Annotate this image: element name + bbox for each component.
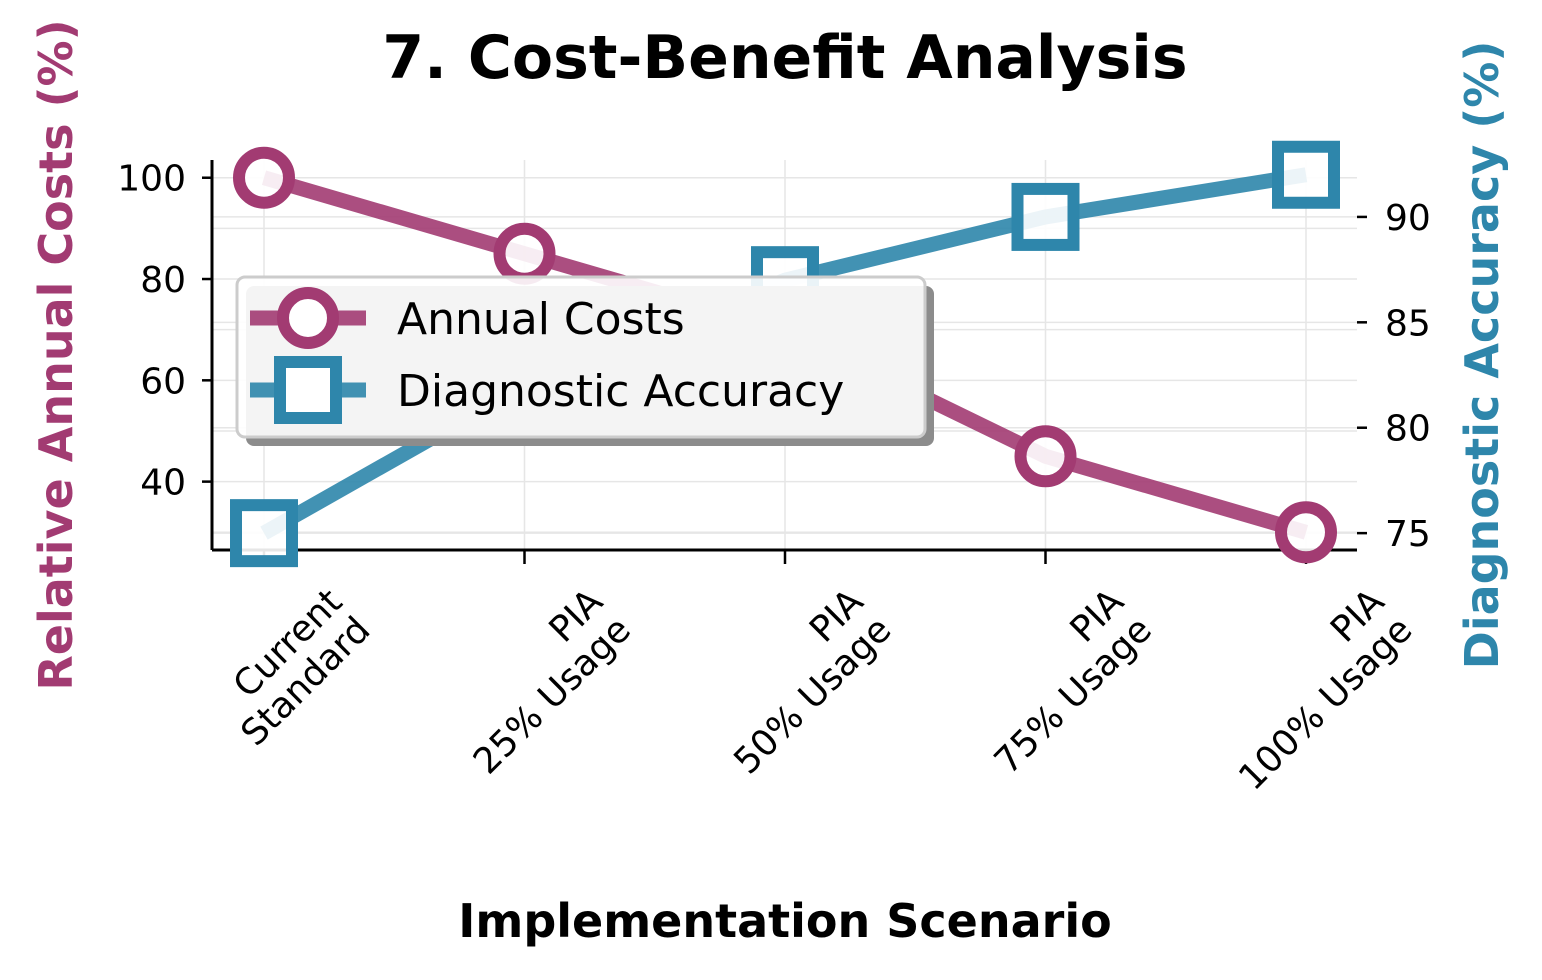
right-y-tick-label: 90 <box>1385 198 1431 239</box>
annual-costs-point <box>493 222 556 285</box>
right-y-tick-label: 80 <box>1385 409 1431 450</box>
left-y-tick-label: 60 <box>140 361 186 402</box>
left-y-axis-label: Relative Annual Costs (%) <box>29 19 83 690</box>
x-axis-label: Implementation Scenario <box>458 894 1111 948</box>
legend-label: Diagnostic Accuracy <box>397 366 844 417</box>
diagnostic-accuracy-point <box>1011 182 1080 251</box>
legend-marker-circle <box>277 287 339 349</box>
legend-label: Annual Costs <box>397 294 685 345</box>
x-tick-label: CurrentStandard <box>206 581 379 754</box>
legend: Annual Costs Diagnostic Accuracy <box>235 275 934 446</box>
right-y-tick-label: 85 <box>1385 303 1431 344</box>
chart-title: 7. Cost-Benefit Analysis <box>382 23 1187 93</box>
left-y-tick-label: 80 <box>140 260 186 301</box>
x-tick-label: PIA75% Usage <box>959 581 1160 782</box>
left-y-tick-label: 100 <box>117 159 186 200</box>
diagnostic-accuracy-point <box>1272 140 1340 209</box>
right-y-axis-label: Diagnostic Accuracy (%) <box>1455 41 1509 670</box>
annual-costs-point <box>233 146 295 209</box>
x-tick-label: PIA50% Usage <box>698 581 899 782</box>
annual-costs-point <box>1275 501 1337 564</box>
annual-costs-point <box>1014 425 1077 488</box>
x-tick-label: PIA25% Usage <box>438 581 639 782</box>
legend-marker-square <box>274 356 342 424</box>
diagnostic-accuracy-point <box>230 499 298 568</box>
right-y-tick-label: 75 <box>1385 514 1431 555</box>
x-tick-label: PIA100% Usage <box>1203 581 1420 798</box>
legend-box <box>235 275 927 439</box>
left-y-tick-label: 40 <box>140 463 186 504</box>
